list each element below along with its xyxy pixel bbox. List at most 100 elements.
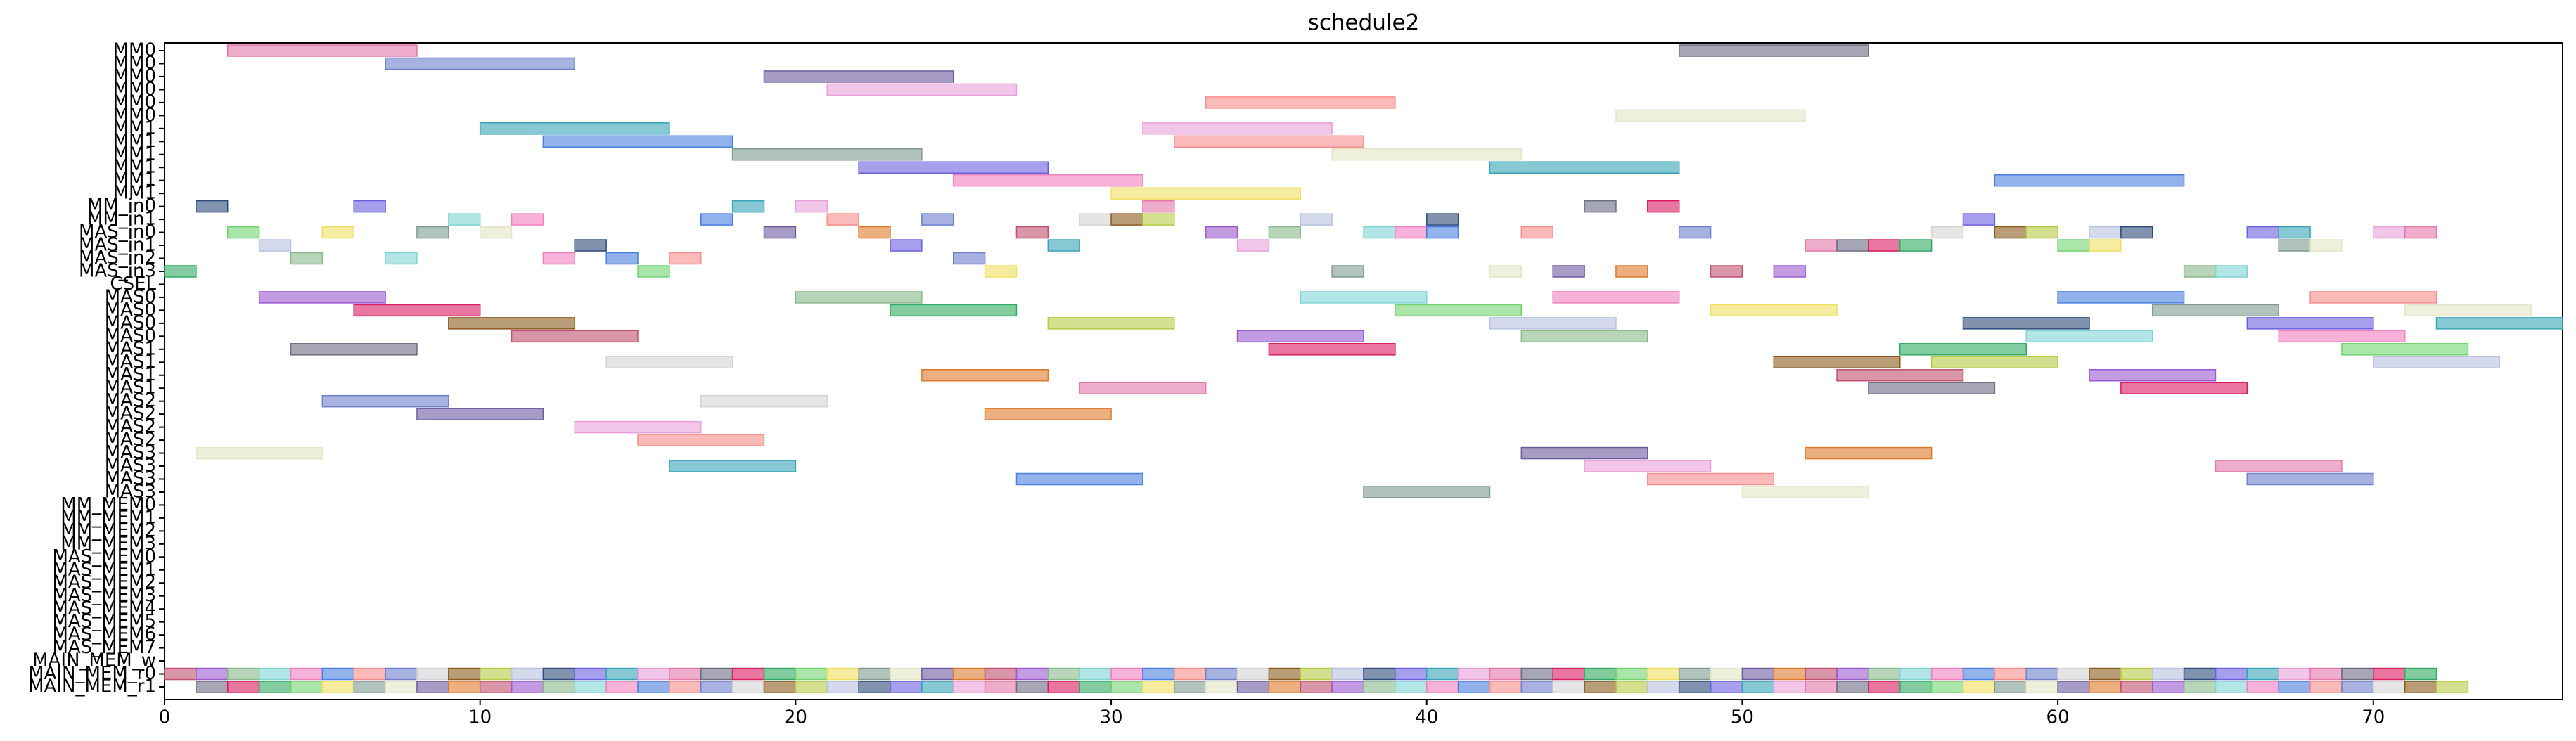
task-bar (574, 667, 607, 681)
task-bar (1363, 486, 1491, 498)
task-bar (1300, 291, 1428, 304)
y-tick-label: MAIN_MEM_r0 (28, 663, 156, 684)
y-tick-label: MAS1 (105, 338, 156, 359)
task-bar (2120, 681, 2153, 693)
task-bar (479, 122, 670, 135)
task-bar (353, 667, 386, 681)
task-bar (921, 681, 954, 693)
task-bar (637, 434, 765, 446)
task-bar (448, 317, 576, 330)
task-bar (1363, 226, 1396, 239)
task-bar (1710, 304, 1838, 317)
task-bar (1930, 226, 1964, 239)
task-bar (385, 667, 418, 681)
task-bar (1174, 681, 1207, 693)
task-bar (1710, 667, 1743, 681)
task-bar (1552, 681, 1585, 693)
y-tick-label: MAS3 (105, 442, 156, 463)
task-bar (353, 681, 386, 693)
task-bar (448, 213, 481, 226)
task-bar (669, 681, 702, 693)
task-bar (1174, 135, 1364, 148)
task-bar (1520, 667, 1553, 681)
task-bar (2025, 226, 2058, 239)
task-bar (1836, 667, 1869, 681)
task-bar (952, 174, 1143, 187)
y-tick-label: MAS1 (105, 378, 156, 399)
task-bar (2404, 226, 2437, 239)
task-bar (2246, 472, 2374, 486)
task-bar (290, 252, 323, 265)
task-bar (542, 681, 576, 693)
task-bar (1678, 226, 1712, 239)
y-tick-label: MAS_in0 (79, 221, 156, 243)
y-tick-label: MAS_MEM6 (52, 624, 156, 645)
task-bar (1615, 109, 1806, 122)
y-tick-label: MAS2 (105, 416, 156, 437)
task-bar (1395, 304, 1523, 317)
task-bar (511, 213, 544, 226)
y-tick-label: MM0 (113, 40, 156, 61)
task-bar (637, 681, 670, 693)
task-bar (2435, 681, 2469, 693)
task-bar (1331, 681, 1364, 693)
task-bar (2215, 681, 2248, 693)
y-tick-label: MAS0 (105, 326, 156, 347)
task-bar (2309, 681, 2343, 693)
task-bar (1773, 667, 1806, 681)
task-bar (605, 252, 639, 265)
task-bar (795, 200, 828, 213)
task-bar (1678, 681, 1712, 693)
task-bar (2025, 330, 2153, 343)
task-bar (1647, 681, 1680, 693)
task-bar (1805, 667, 1838, 681)
task-bar (2120, 382, 2248, 394)
task-bar (1994, 681, 2027, 693)
task-bar (2278, 681, 2311, 693)
task-bar (574, 420, 702, 434)
task-bar (1236, 239, 1270, 252)
task-bar (1962, 213, 1996, 226)
task-bar (2278, 330, 2406, 343)
task-bar (1868, 667, 1901, 681)
task-bar (1868, 239, 1901, 252)
task-bar (2120, 667, 2153, 681)
task-bar (700, 213, 733, 226)
task-bar (226, 681, 260, 693)
y-tick-label: MM0 (113, 65, 156, 86)
task-bar (2341, 667, 2374, 681)
task-bar (321, 667, 354, 681)
task-bar (826, 667, 859, 681)
y-tick-label: MAS3 (105, 456, 156, 477)
task-bar (2373, 226, 2406, 239)
task-bar (1489, 317, 1617, 330)
task-bar (2309, 239, 2343, 252)
task-bar (574, 239, 607, 252)
y-tick-label: MAIN_MEM_w (32, 650, 156, 671)
task-bar (2215, 667, 2248, 681)
task-bar (2373, 667, 2406, 681)
task-bar (605, 667, 639, 681)
task-bar (1047, 681, 1080, 693)
task-bar (1425, 667, 1459, 681)
task-bar (858, 667, 891, 681)
task-bar (1584, 200, 1617, 213)
task-bar (1489, 681, 1523, 693)
task-bar (1489, 667, 1523, 681)
task-bar (2246, 681, 2279, 693)
task-bar (605, 356, 733, 369)
task-bar (1868, 382, 1996, 394)
task-bar (1395, 667, 1428, 681)
task-bar (2435, 317, 2563, 330)
task-bar (1457, 681, 1491, 693)
task-bar (2373, 681, 2406, 693)
task-bar (700, 394, 828, 408)
task-bar (2404, 667, 2437, 681)
task-bar (1741, 486, 1869, 498)
y-tick-label: MM1 (113, 117, 156, 138)
task-bar (984, 408, 1112, 420)
task-bar (1236, 330, 1364, 343)
task-bar (1363, 681, 1396, 693)
x-tick-label: 60 (2046, 707, 2070, 728)
